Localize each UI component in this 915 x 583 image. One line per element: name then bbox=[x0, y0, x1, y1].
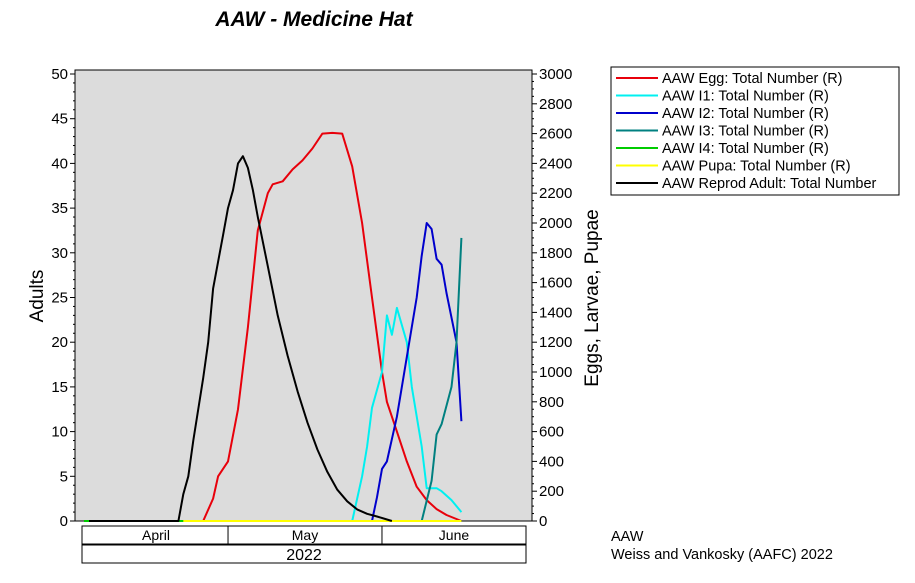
left-tick-label: 45 bbox=[51, 111, 68, 128]
left-tick-label: 50 bbox=[51, 66, 68, 83]
credit-line-1: AAW bbox=[611, 529, 644, 545]
right-tick-label: 2600 bbox=[539, 126, 572, 143]
right-tick-label: 1000 bbox=[539, 364, 572, 381]
left-tick-label: 30 bbox=[51, 245, 68, 262]
legend-entry: AAW Pupa: Total Number (R) bbox=[662, 159, 851, 175]
right-tick-label: 600 bbox=[539, 424, 564, 441]
right-tick-label: 2400 bbox=[539, 155, 572, 172]
legend-box bbox=[610, 66, 900, 196]
left-tick-label: 40 bbox=[51, 155, 68, 172]
right-tick-label: 1200 bbox=[539, 334, 572, 351]
series-layer bbox=[84, 131, 463, 522]
chart-title: AAW - Medicine Hat bbox=[214, 8, 413, 31]
plot-area bbox=[74, 69, 533, 522]
series-line-aaw-i3-total-number-r bbox=[420, 237, 463, 522]
month-label-june: June bbox=[439, 527, 470, 543]
legend-entry: AAW I4: Total Number (R) bbox=[662, 141, 829, 157]
right-tick-label: 1400 bbox=[539, 304, 572, 321]
legend-entry: AAW I1: Total Number (R) bbox=[662, 89, 829, 105]
right-tick-label: 1600 bbox=[539, 275, 572, 292]
left-y-axis: 0 5 10 15 20 25 30 35 40 45 50 bbox=[51, 66, 75, 530]
right-y-axis: 0 200 400 600 800 1000 1200 1400 1600 1800 2000 220… bbox=[532, 66, 572, 530]
year-label: 2022 bbox=[286, 547, 322, 564]
right-tick-label: 2800 bbox=[539, 96, 572, 113]
left-tick-label: 10 bbox=[51, 424, 68, 441]
year-band bbox=[81, 544, 527, 564]
left-tick-label: 0 bbox=[60, 513, 68, 530]
legend-entry: AAW I2: Total Number (R) bbox=[662, 106, 829, 122]
left-tick-label: 35 bbox=[51, 200, 68, 217]
right-y-axis-label: Eggs, Larvae, Pupae bbox=[582, 209, 603, 386]
legend-entry: AAW I3: Total Number (R) bbox=[662, 124, 829, 140]
month-label-may: May bbox=[292, 527, 318, 543]
legend: AAW Egg: Total Number (R) AAW I1: Total N… bbox=[610, 66, 900, 196]
series-line-aaw-i2-total-number-r bbox=[371, 222, 463, 522]
left-tick-label: 15 bbox=[51, 379, 68, 396]
right-tick-label: 400 bbox=[539, 453, 564, 470]
month-band bbox=[81, 525, 527, 545]
legend-entry: AAW Egg: Total Number (R) bbox=[662, 71, 843, 87]
series-line-aaw-reprod-adult-total-number bbox=[89, 155, 393, 522]
left-y-axis-label: Adults bbox=[27, 270, 48, 323]
right-tick-label: 2200 bbox=[539, 185, 572, 202]
left-tick-label: 20 bbox=[51, 334, 68, 351]
right-tick-label: 0 bbox=[539, 513, 547, 530]
right-tick-label: 3000 bbox=[539, 66, 572, 83]
x-axis: April May June 2022 bbox=[81, 525, 527, 564]
legend-entry: AAW Reprod Adult: Total Number bbox=[662, 176, 877, 192]
right-tick-label: 1800 bbox=[539, 245, 572, 262]
credit-line-2: Weiss and Vankosky (AAFC) 2022 bbox=[611, 547, 833, 563]
month-label-april: April bbox=[142, 527, 170, 543]
left-tick-label: 5 bbox=[60, 468, 68, 485]
left-tick-label: 25 bbox=[51, 290, 68, 307]
series-line-aaw-egg-total-number-r bbox=[202, 131, 462, 522]
right-tick-label: 800 bbox=[539, 394, 564, 411]
series-line-aaw-i1-total-number-r bbox=[351, 306, 463, 522]
right-tick-label: 2000 bbox=[539, 215, 572, 232]
right-tick-label: 200 bbox=[539, 483, 564, 500]
